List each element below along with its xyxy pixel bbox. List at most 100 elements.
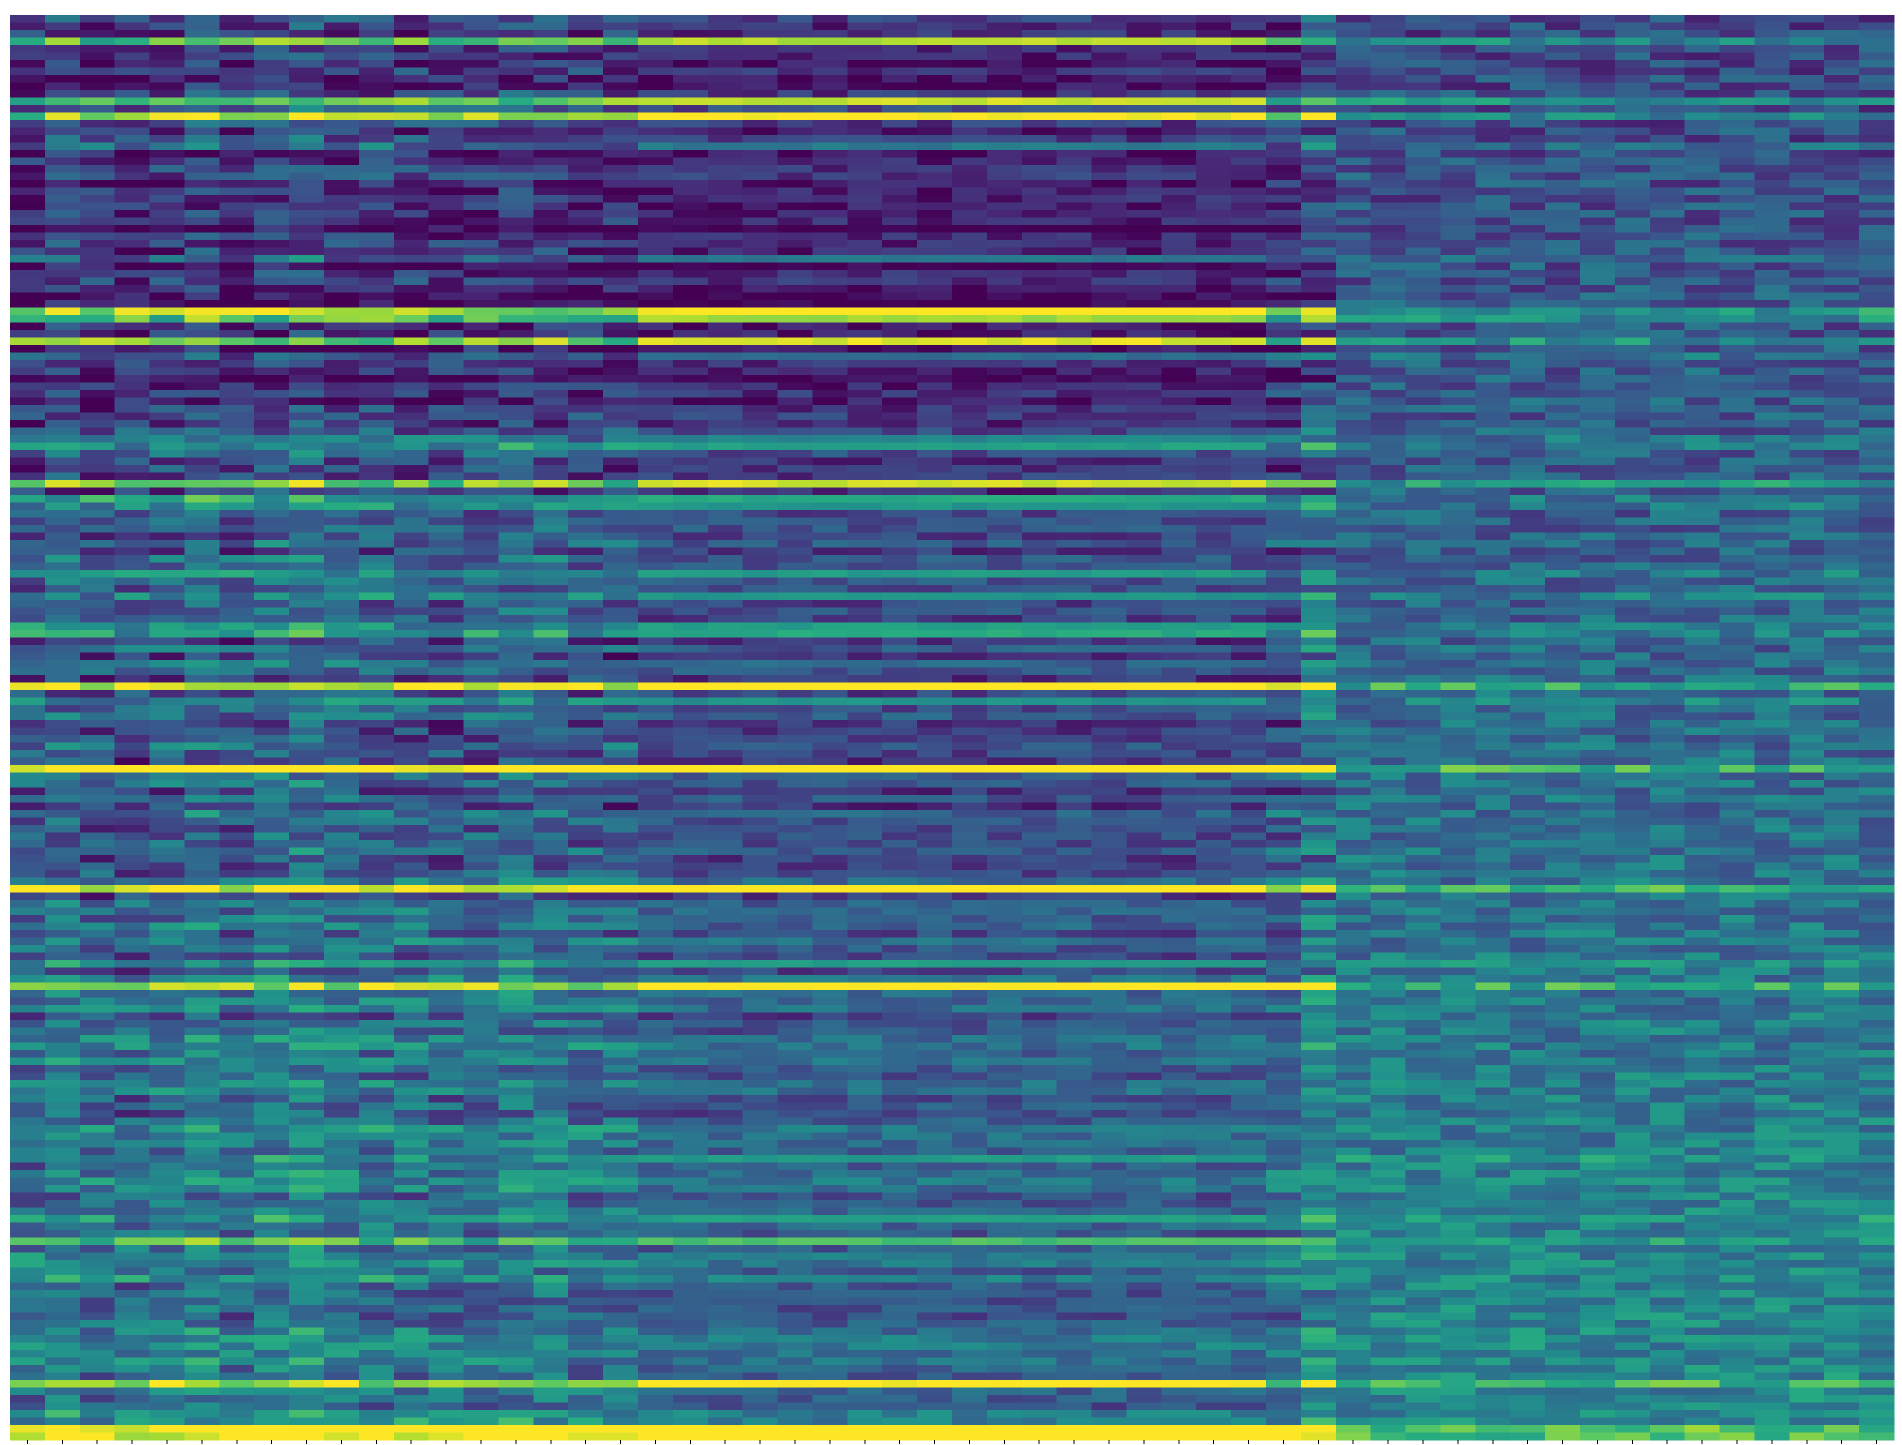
heatmap-cell [219, 570, 255, 579]
heatmap-cell [812, 412, 848, 421]
heatmap-cell [10, 1162, 46, 1171]
heatmap-cell [463, 405, 500, 414]
heatmap-cell [149, 1237, 186, 1246]
heatmap-cell [882, 472, 918, 481]
heatmap-cell [149, 1110, 186, 1119]
heatmap-cell [289, 472, 325, 481]
heatmap-cell [603, 465, 639, 474]
heatmap-cell [393, 22, 430, 31]
heatmap-cell [672, 1102, 709, 1111]
heatmap-cell [533, 52, 569, 61]
heatmap-cell [882, 1192, 918, 1201]
heatmap-cell [324, 660, 360, 669]
heatmap-cell [149, 352, 186, 361]
heatmap-cell [882, 457, 918, 466]
heatmap-cell [672, 600, 709, 609]
heatmap-cell [638, 1110, 674, 1119]
heatmap-cell [638, 67, 674, 76]
heatmap-cell [149, 832, 186, 841]
heatmap-cell [638, 1155, 674, 1164]
heatmap-cell [882, 262, 918, 271]
heatmap-cell [79, 862, 116, 871]
heatmap-cell [498, 1005, 534, 1014]
heatmap-cell [638, 1260, 674, 1269]
heatmap-cell [882, 390, 918, 399]
heatmap-cell [324, 1072, 360, 1081]
heatmap-cell [707, 592, 744, 601]
heatmap-cell [603, 97, 639, 106]
heatmap-cell [324, 532, 360, 541]
heatmap-cell [777, 187, 814, 196]
heatmap-cell [882, 517, 918, 526]
heatmap-cell [568, 877, 604, 886]
heatmap-cell [289, 1050, 325, 1059]
heatmap-cell [498, 1410, 534, 1419]
heatmap-cell [393, 675, 430, 684]
heatmap-cell [44, 1072, 81, 1081]
heatmap-cell [10, 427, 46, 436]
heatmap-cell [428, 1035, 465, 1044]
heatmap-cell [10, 157, 46, 166]
heatmap-cell [428, 1425, 465, 1434]
heatmap-cell [289, 1365, 325, 1374]
heatmap-cell [324, 405, 360, 414]
heatmap-cell [219, 907, 255, 916]
heatmap-cell [219, 517, 255, 526]
heatmap-cell [847, 652, 883, 661]
heatmap-cell [672, 22, 709, 31]
heatmap-cell [882, 840, 918, 849]
heatmap-cell [812, 757, 848, 766]
heatmap-cell [917, 127, 953, 136]
heatmap-cell [324, 112, 360, 121]
heatmap-cell [428, 1327, 465, 1336]
heatmap-cell [777, 1117, 814, 1126]
heatmap-cell [79, 750, 116, 759]
heatmap-cell [289, 307, 325, 316]
heatmap-cell [289, 1402, 325, 1411]
heatmap-cell [10, 1260, 46, 1269]
heatmap-cell [254, 1245, 290, 1254]
heatmap-cell [184, 502, 220, 511]
heatmap-cell [393, 1380, 430, 1389]
heatmap-cell [847, 187, 883, 196]
heatmap-cell [428, 1087, 465, 1096]
heatmap-cell [393, 382, 430, 391]
heatmap-cell [638, 240, 674, 249]
heatmap-cell [428, 630, 465, 639]
heatmap-cell [254, 870, 290, 879]
heatmap-cell [428, 1027, 465, 1036]
heatmap-cell [847, 967, 883, 976]
heatmap-cell [672, 90, 709, 99]
heatmap-cell [289, 810, 325, 819]
heatmap-cell [393, 712, 430, 721]
heatmap-cell [847, 675, 883, 684]
heatmap-cell [44, 780, 81, 789]
heatmap-cell [79, 457, 116, 466]
heatmap-cell [812, 435, 848, 444]
heatmap-cell [324, 105, 360, 114]
heatmap-cell [44, 1087, 81, 1096]
heatmap-cell [882, 427, 918, 436]
heatmap-cell [114, 345, 151, 354]
heatmap-cell [882, 810, 918, 819]
heatmap-cell [777, 1162, 814, 1171]
heatmap-cell [428, 735, 465, 744]
heatmap-cell [812, 690, 848, 699]
heatmap-cell [10, 952, 46, 961]
heatmap-cell [289, 465, 325, 474]
heatmap-cell [847, 862, 883, 871]
heatmap-cell [289, 330, 325, 339]
heatmap-cell [358, 1132, 395, 1141]
heatmap-cell [10, 832, 46, 841]
heatmap-cell [463, 877, 500, 886]
heatmap-cell [463, 907, 500, 916]
heatmap-cell [219, 157, 255, 166]
heatmap-cell [324, 840, 360, 849]
heatmap-cell [672, 1207, 709, 1216]
heatmap-cell [847, 1207, 883, 1216]
heatmap-cell [498, 1117, 534, 1126]
heatmap-cell [498, 742, 534, 751]
heatmap-cell [498, 285, 534, 294]
heatmap-cell [882, 952, 918, 961]
heatmap-cell [742, 105, 779, 114]
